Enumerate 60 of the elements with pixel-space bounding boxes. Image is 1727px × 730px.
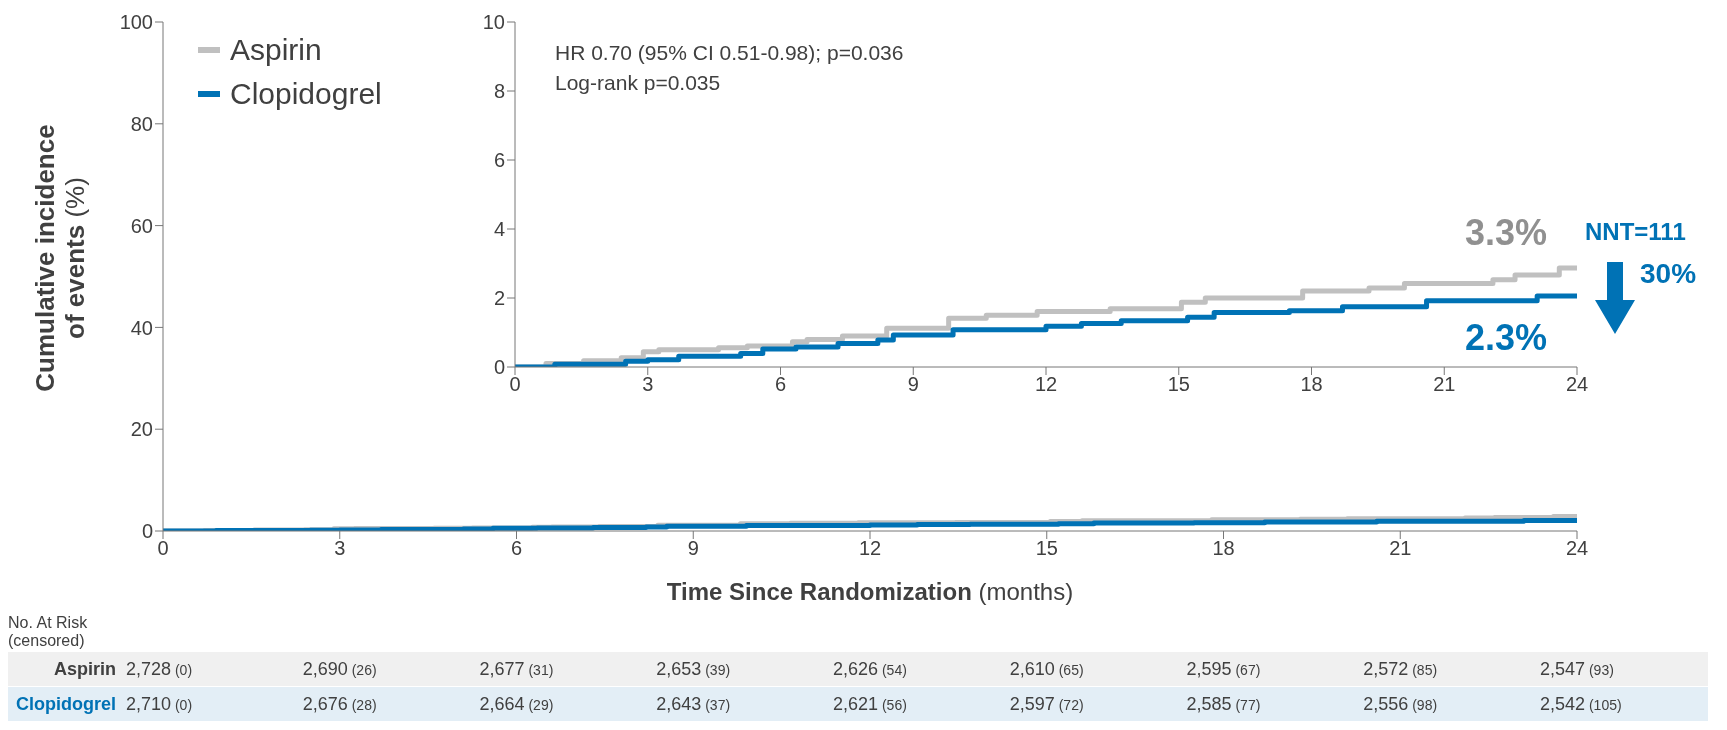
text: 2,626 (54) [833, 659, 907, 680]
text: 2,677 (31) [479, 659, 554, 680]
x-axis-title: Time Since Randomization (months) [666, 578, 1074, 605]
x-tick-label: 24 [1565, 373, 1589, 396]
y-tick-label: 4 [493, 218, 505, 241]
x-tick-label: 3 [642, 373, 654, 396]
text: Clopidogrel [15, 694, 116, 715]
text: 2,690 (26) [302, 659, 377, 680]
text: 2,710 (0) [126, 694, 193, 715]
text: 2,597 (72) [1009, 694, 1084, 715]
y-tick-label: 80 [130, 112, 153, 135]
text: 2,585 (77) [1186, 694, 1261, 715]
x-tick-label: 18 [1212, 537, 1235, 560]
text: 2,676 (28) [302, 694, 377, 715]
text: 2,572 (85) [1363, 659, 1438, 680]
x-tick-label: 15 [1035, 537, 1058, 560]
x-tick-label: 12 [1034, 373, 1058, 396]
y-tick-label: 8 [493, 80, 505, 103]
y-tick-label: 60 [130, 214, 153, 237]
text: 2,621 (56) [833, 694, 907, 715]
annotation: HR 0.70 (95% CI 0.51-0.98); p=0.036 [555, 40, 904, 66]
x-tick-label: 9 [907, 373, 919, 396]
y-tick-label: 10 [482, 11, 505, 34]
x-tick-label: 0 [157, 537, 169, 560]
text: NNT=111 [1585, 218, 1686, 246]
text: 2,542 (105) [1540, 694, 1622, 715]
text: 2,547 (93) [1540, 659, 1614, 680]
y-tick-label: 100 [119, 11, 153, 34]
y-tick-label: 6 [493, 149, 505, 172]
legend-label: Clopidogrel [230, 76, 382, 112]
x-tick-label: 18 [1300, 373, 1323, 396]
text: No. At Risk (censored) [8, 614, 89, 650]
text: 30% [1640, 258, 1697, 290]
annotation: Log-rank p=0.035 [555, 70, 722, 96]
text: 2,728 (0) [126, 659, 193, 680]
y-tick-label: 40 [130, 316, 153, 339]
x-tick-label: 15 [1167, 373, 1190, 396]
text: 2,610 (65) [1009, 659, 1084, 680]
x-tick-label: 9 [687, 537, 699, 560]
text: 2,653 (39) [656, 659, 731, 680]
text: 2,556 (98) [1363, 694, 1438, 715]
text: 2,664 (29) [479, 694, 554, 715]
x-tick-label: 21 [1389, 537, 1412, 560]
y-tick-label: 20 [130, 418, 153, 441]
legend-label: Aspirin [230, 32, 322, 68]
annotation: 2.3% [1465, 317, 1548, 359]
x-tick-label: 24 [1565, 537, 1589, 560]
text: 2,643 (37) [656, 694, 731, 715]
x-tick-label: 21 [1433, 373, 1456, 396]
x-tick-label: 12 [858, 537, 882, 560]
text: Aspirin [53, 659, 116, 680]
y-tick-label: 0 [493, 356, 505, 379]
x-tick-label: 6 [774, 373, 787, 396]
y-tick-label: 0 [141, 520, 153, 543]
x-tick-label: 3 [334, 537, 346, 560]
annotation: 3.3% [1465, 212, 1548, 254]
x-tick-label: 6 [510, 537, 523, 560]
text: 2,595 (67) [1186, 659, 1261, 680]
x-tick-label: 0 [509, 373, 521, 396]
y-tick-label: 2 [493, 287, 505, 310]
